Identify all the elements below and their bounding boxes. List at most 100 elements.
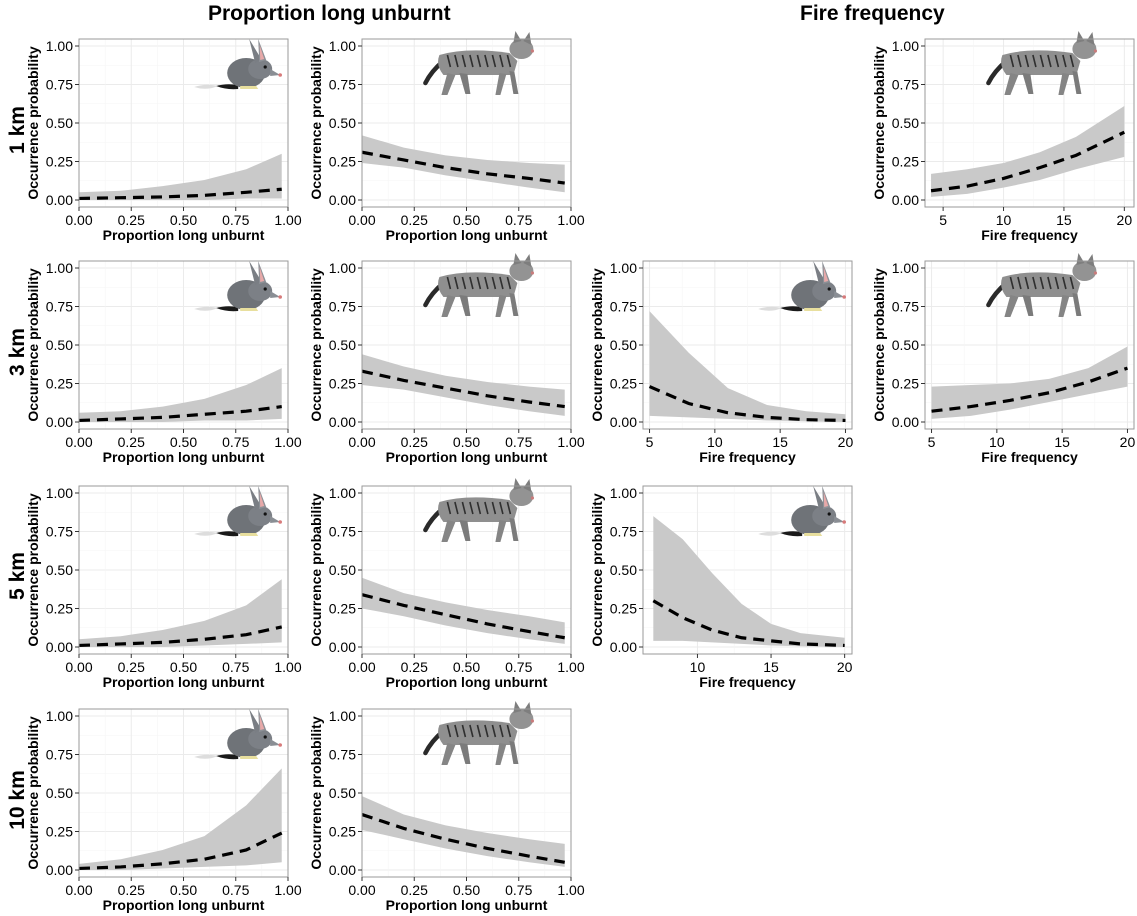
x-tick-label: 0.25	[118, 882, 145, 898]
x-tick-label: 15	[763, 659, 779, 675]
panel-3km-ff-bandicoot: 0.00 0.25 0.50 0.75 1.00 5 10 15 20 Fire frequenc…	[589, 260, 853, 465]
cat-body	[438, 497, 518, 522]
bandicoot-ear-inner	[259, 267, 265, 282]
y-tick-label: 0.75	[46, 524, 73, 540]
cat-stripe	[1032, 276, 1037, 290]
bandicoot-nose	[842, 295, 846, 299]
cat-body	[438, 272, 518, 297]
y-tick-label: 0.25	[46, 601, 73, 617]
x-tick-label: 15	[772, 434, 788, 450]
cat-icon	[423, 701, 534, 765]
y-tick-label: 0.00	[329, 414, 356, 430]
x-tick-label: 1.00	[274, 659, 301, 675]
bandicoot-tail	[216, 754, 239, 760]
cat-icon	[986, 31, 1097, 95]
x-tick-label: 0.75	[222, 659, 249, 675]
x-tick-label: 0.50	[453, 659, 480, 675]
cat-head	[1072, 39, 1097, 59]
y-tick-label: 1.00	[329, 485, 356, 501]
y-tick-label: 0.25	[329, 824, 356, 840]
cat-stripe	[461, 276, 467, 290]
y-tick-label: 0.25	[46, 376, 73, 392]
cat-stripe	[1039, 54, 1045, 68]
y-tick-label: 0.75	[892, 299, 919, 315]
bandicoot-ear-back	[813, 261, 826, 285]
y-axis-title: Occurrence probability	[308, 46, 324, 199]
cat-stripe	[454, 724, 459, 738]
cat-stripe	[499, 276, 504, 290]
x-tick-label: 0.00	[348, 434, 375, 450]
cat-ear-left	[513, 31, 522, 43]
x-tick-label: 0.25	[401, 882, 428, 898]
y-tick-label: 0.25	[610, 601, 637, 617]
bandicoot-snout	[834, 291, 845, 298]
bandicoot-head	[248, 59, 273, 79]
y-tick-label: 0.50	[610, 337, 637, 353]
cat-leg-back-2	[459, 295, 471, 316]
panel-10km-plu-cat: 0.00 0.25 0.50 0.75 1.00 0.00 0.25 0.50 0.75 1.00…	[308, 701, 585, 913]
cat-leg-front-1	[1058, 73, 1070, 95]
cat-head	[509, 486, 534, 506]
x-tick-label: 1.00	[557, 212, 584, 228]
bandicoot-eye	[827, 512, 831, 516]
cat-stripe	[491, 724, 497, 738]
bandicoot-nose	[278, 295, 282, 299]
bandicoot-ear-inner	[259, 492, 265, 507]
x-tick-label: 0.25	[118, 212, 145, 228]
cat-stripe	[1017, 54, 1022, 68]
cat-leg-back-2	[1022, 295, 1034, 316]
cat-icon	[423, 478, 534, 542]
cat-stripe	[446, 54, 452, 68]
bandicoot-icon	[194, 261, 282, 312]
confidence-ribbon	[931, 106, 1125, 197]
cat-stripe	[461, 724, 467, 738]
x-tick-label: 0.25	[401, 659, 428, 675]
bandicoot-ear-back	[813, 486, 826, 510]
y-tick-label: 0.00	[610, 414, 637, 430]
bandicoot-snout	[270, 291, 281, 298]
x-tick-label: 10	[996, 212, 1012, 228]
bandicoot-feet	[240, 86, 259, 89]
x-tick-label: 0.75	[505, 882, 532, 898]
cat-stripe	[1039, 276, 1045, 290]
y-tick-label: 0.50	[46, 337, 73, 353]
x-tick-label: 1.00	[557, 434, 584, 450]
y-tick-label: 0.25	[46, 154, 73, 170]
x-tick-label: 0.25	[118, 659, 145, 675]
x-tick-label: 0.25	[118, 434, 145, 450]
cat-stripe	[1024, 276, 1030, 290]
x-axis-title: Proportion long unburnt	[103, 674, 265, 690]
x-tick-label: 10	[989, 434, 1005, 450]
y-tick-label: 0.50	[329, 115, 356, 131]
bandicoot-tail	[780, 306, 803, 312]
x-tick-label: 5	[646, 434, 654, 450]
cat-stripe	[446, 276, 452, 290]
cat-icon	[423, 31, 534, 95]
y-tick-label: 0.00	[329, 192, 356, 208]
y-tick-label: 0.00	[46, 414, 73, 430]
cat-leg-back-2	[459, 73, 471, 94]
y-axis-title: Occurrence probability	[871, 46, 887, 199]
cat-leg-back-1	[441, 520, 456, 542]
bandicoot-ear-inner	[823, 267, 829, 282]
panel-3km-plu-cat: 0.00 0.25 0.50 0.75 1.00 0.00 0.25 0.50 0.75 1.00…	[308, 253, 585, 465]
y-axis-title: Occurrence probability	[25, 493, 41, 646]
y-axis-title: Occurrence probability	[589, 268, 605, 421]
y-tick-label: 1.00	[329, 708, 356, 724]
x-axis-title: Proportion long unburnt	[386, 897, 548, 913]
x-axis-title: Proportion long unburnt	[103, 227, 265, 243]
fitted-line	[930, 130, 1126, 193]
y-tick-label: 0.00	[329, 862, 356, 878]
cat-leg-front-1	[495, 295, 507, 317]
x-tick-label: 1.00	[557, 659, 584, 675]
x-axis-title: Proportion long unburnt	[386, 449, 548, 465]
x-tick-label: 0.50	[170, 659, 197, 675]
y-tick-label: 0.75	[329, 77, 356, 93]
cat-icon	[423, 253, 534, 317]
y-tick-label: 1.00	[610, 260, 637, 276]
cat-leg-front-1	[1058, 295, 1070, 317]
x-tick-label: 0.50	[453, 212, 480, 228]
y-tick-label: 1.00	[610, 485, 637, 501]
x-axis-title: Fire frequency	[699, 674, 796, 690]
cat-stripe	[469, 724, 474, 738]
